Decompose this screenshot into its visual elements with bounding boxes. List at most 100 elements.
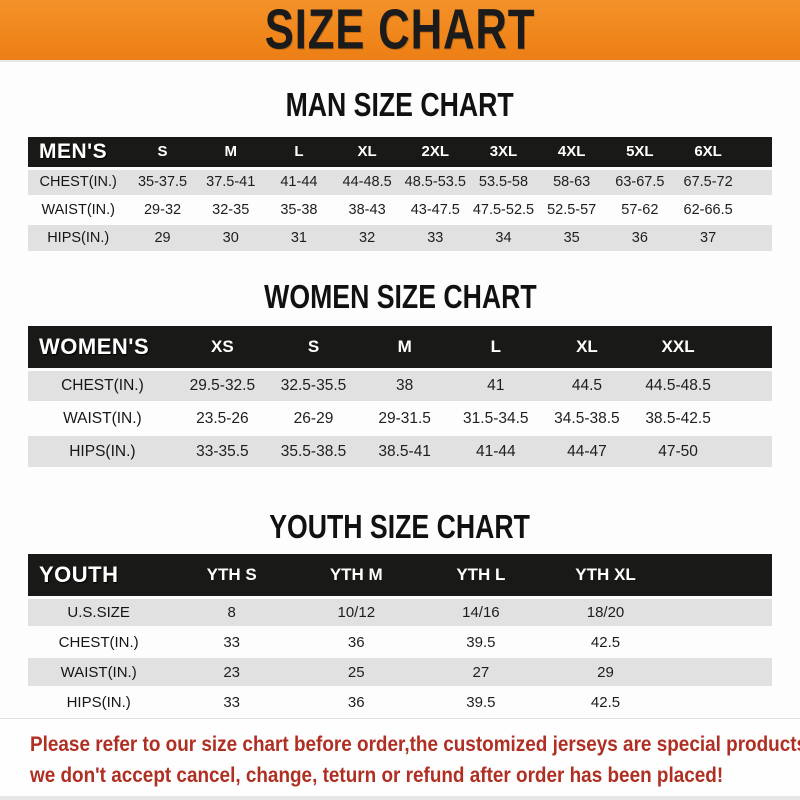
- women-table-header: WOMEN'S XS S M L XL XXL: [28, 326, 772, 371]
- banner-title: SIZE CHART: [264, 0, 536, 62]
- women-group-label: WOMEN'S: [28, 326, 177, 371]
- measurement-value: 42.5: [543, 627, 668, 658]
- youth-size-table: YOUTH YTH S YTH M YTH L YTH XL U.S.SIZE 8 10/1…: [28, 554, 772, 718]
- women-table-body: CHEST(IN.) 29.5-32.5 32.5-35.5 38 41 44.5 44.5…: [28, 369, 772, 469]
- men-table-body: CHEST(IN.) 35-37.5 37.5-41 41-44 44-48.5 48.5…: [28, 167, 772, 253]
- men-size-table: MEN'S S M L XL 2XL 3XL 4XL 5XL 6XL CHEST(IN.) 35-3…: [28, 137, 772, 253]
- measurement-value: 47-50: [632, 435, 724, 469]
- women-section-heading-text: WOMEN SIZE CHART: [263, 277, 537, 316]
- measurement-value: 41-44: [264, 167, 333, 197]
- measurement-value: 31.5-34.5: [450, 402, 542, 436]
- measurement-value: 32.5-35.5: [267, 369, 360, 403]
- men-table-header: MEN'S S M L XL 2XL 3XL 4XL 5XL 6XL: [28, 137, 772, 170]
- measurement-label: CHEST(IN.): [28, 369, 177, 403]
- measurement-value: 62-66.5: [673, 196, 743, 225]
- men-size-column-header: 6XL: [673, 137, 743, 170]
- measurement-value: 30: [196, 224, 265, 253]
- measurement-value: 58-63: [537, 167, 606, 197]
- measurement-value: 29-31.5: [359, 402, 451, 436]
- youth-table-row: CHEST(IN.) 33 36 39.5 42.5: [28, 627, 772, 658]
- spacer-cell: [667, 657, 772, 688]
- spacer-cell: [742, 167, 772, 197]
- measurement-value: 35-38: [264, 196, 333, 225]
- spacer-cell: [742, 224, 772, 253]
- measurement-value: 63-67.5: [605, 167, 674, 197]
- youth-table-row: HIPS(IN.) 33 36 39.5 42.5: [28, 687, 772, 718]
- measurement-value: 32: [333, 224, 402, 253]
- measurement-value: 52.5-57: [537, 196, 606, 225]
- header-row: YOUTH YTH S YTH M YTH L YTH XL: [28, 554, 772, 599]
- youth-section-heading: YOUTH SIZE CHART: [0, 507, 800, 546]
- measurement-value: 41: [450, 369, 542, 403]
- measurement-value: 53.5-58: [469, 167, 538, 197]
- spacer-cell: [667, 687, 772, 718]
- men-table-row: HIPS(IN.) 29 30 31 32 33 34 35 36 37: [28, 224, 772, 253]
- measurement-value: 32-35: [196, 196, 265, 225]
- measurement-label: HIPS(IN.): [28, 224, 129, 253]
- measurement-value: 26-29: [267, 402, 360, 436]
- men-size-column-header: XL: [333, 137, 402, 170]
- measurement-value: 39.5: [418, 687, 544, 718]
- measurement-value: 29: [128, 224, 197, 253]
- youth-section-heading-text: YOUTH SIZE CHART: [269, 507, 531, 546]
- measurement-label: U.S.SIZE: [28, 597, 170, 628]
- measurement-value: 41-44: [450, 435, 542, 469]
- measurement-value: 38.5-42.5: [632, 402, 724, 436]
- measurement-value: 67.5-72: [673, 167, 743, 197]
- measurement-value: 35.5-38.5: [267, 435, 360, 469]
- measurement-value: 23: [169, 657, 294, 688]
- measurement-value: 44.5-48.5: [632, 369, 724, 403]
- men-size-column-header: 5XL: [605, 137, 674, 170]
- measurement-label: HIPS(IN.): [28, 435, 177, 469]
- men-table-row: WAIST(IN.) 29-32 32-35 35-38 38-43 43-47.5 47.…: [28, 196, 772, 225]
- measurement-value: 36: [293, 627, 419, 658]
- men-size-column-header: M: [196, 137, 265, 170]
- measurement-value: 29-32: [128, 196, 197, 225]
- measurement-value: 33: [169, 627, 294, 658]
- women-size-column-header: M: [359, 326, 451, 371]
- measurement-value: 42.5: [543, 687, 668, 718]
- women-size-column-header: L: [450, 326, 542, 371]
- measurement-value: 31: [264, 224, 333, 253]
- measurement-value: 23.5-26: [176, 402, 268, 436]
- spacer-cell: [723, 369, 772, 403]
- measurement-label: CHEST(IN.): [28, 167, 129, 197]
- measurement-value: 47.5-52.5: [469, 196, 538, 225]
- women-size-column-header: XXL: [632, 326, 724, 371]
- women-size-column-header: XS: [176, 326, 268, 371]
- measurement-value: 25: [293, 657, 419, 688]
- measurement-value: 27: [418, 657, 544, 688]
- men-table-row: CHEST(IN.) 35-37.5 37.5-41 41-44 44-48.5 48.5…: [28, 167, 772, 197]
- measurement-value: 34.5-38.5: [541, 402, 633, 436]
- women-table-row: HIPS(IN.) 33-35.5 35.5-38.5 38.5-41 41-44 44-…: [28, 435, 772, 469]
- disclaimer-note: Please refer to our size chart before or…: [0, 718, 800, 800]
- men-section-heading-text: MAN SIZE CHART: [285, 85, 515, 124]
- measurement-value: 57-62: [605, 196, 674, 225]
- youth-table-row: WAIST(IN.) 23 25 27 29: [28, 657, 772, 688]
- spacer-cell: [723, 402, 772, 436]
- men-size-column-header: 3XL: [469, 137, 538, 170]
- measurement-value: 38-43: [333, 196, 402, 225]
- measurement-value: 33: [169, 687, 294, 718]
- men-group-label: MEN'S: [28, 137, 129, 170]
- spacer-cell: [742, 196, 772, 225]
- disclaimer-line-1: Please refer to our size chart before or…: [30, 732, 800, 756]
- measurement-value: 36: [293, 687, 419, 718]
- measurement-value: 35: [537, 224, 606, 253]
- measurement-label: WAIST(IN.): [28, 657, 170, 688]
- women-section-heading: WOMEN SIZE CHART: [0, 277, 800, 316]
- measurement-label: CHEST(IN.): [28, 627, 170, 658]
- men-size-column-header: L: [264, 137, 333, 170]
- header-row: MEN'S S M L XL 2XL 3XL 4XL 5XL 6XL: [28, 137, 772, 170]
- measurement-value: 29: [543, 657, 668, 688]
- men-size-column-header: 2XL: [401, 137, 470, 170]
- women-table-row: CHEST(IN.) 29.5-32.5 32.5-35.5 38 41 44.5 44.5…: [28, 369, 772, 403]
- measurement-value: 34: [469, 224, 538, 253]
- measurement-value: 38: [359, 369, 451, 403]
- measurement-value: 44.5: [541, 369, 633, 403]
- measurement-value: 35-37.5: [128, 167, 197, 197]
- women-size-column-header: XL: [541, 326, 633, 371]
- youth-size-column-header: YTH M: [293, 554, 419, 599]
- measurement-value: 10/12: [293, 597, 419, 628]
